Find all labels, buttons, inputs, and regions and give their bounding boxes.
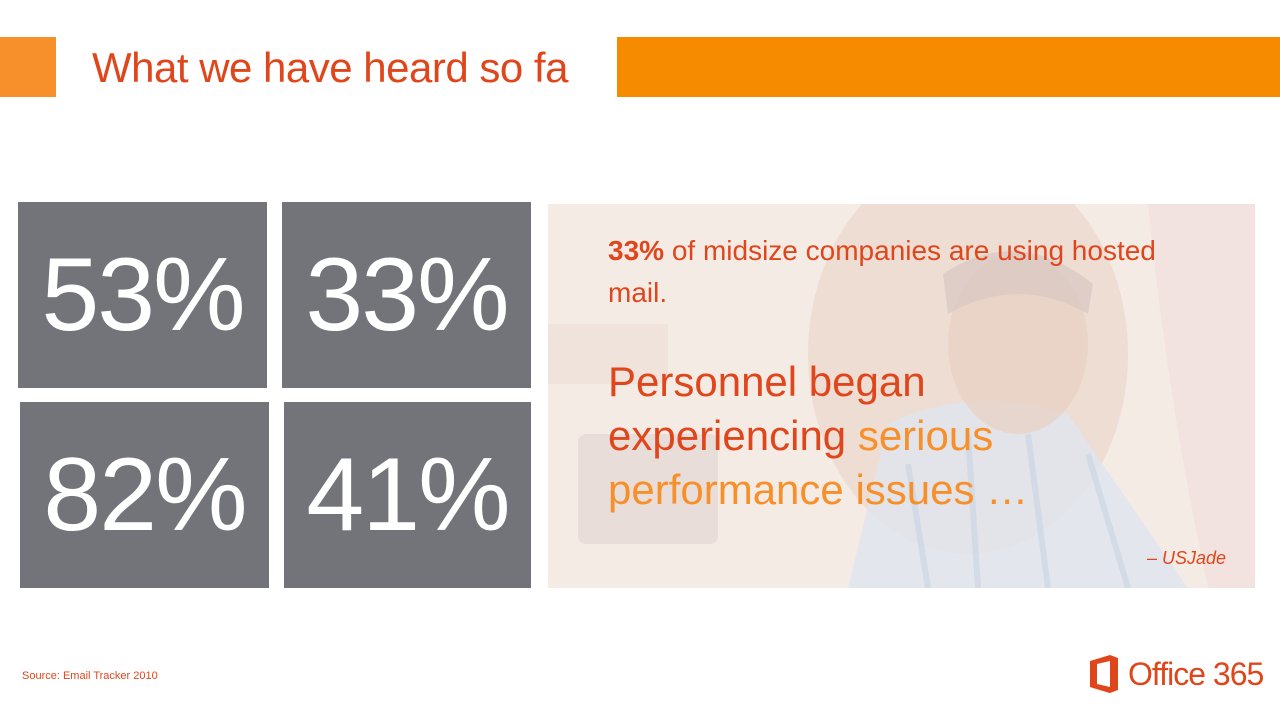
stat-tile-53: 53% [18, 202, 267, 388]
quote-text: Personnel began experiencing [608, 358, 926, 459]
quote-attribution: – USJade [1146, 548, 1226, 568]
quote-highlight: serious performance issues … [608, 412, 1029, 513]
stat-tile-33: 33% [282, 202, 531, 388]
logo-text: Office 365 [1128, 655, 1264, 692]
stat-callout-bold: 33% [608, 235, 665, 266]
source-note: Source: Email Tracker 2010 [22, 670, 158, 682]
office-logo: Office 365 [1088, 654, 1264, 694]
stat-tile-41: 41% [284, 402, 531, 588]
header-accent-bar-right [617, 37, 1280, 97]
stat-callout-text: of midsize companies are using hosted ma… [608, 235, 1156, 308]
customer-quote: Personnel began experiencing serious per… [608, 355, 1168, 517]
background-photo [548, 204, 1255, 588]
stat-tile-82: 82% [20, 402, 269, 588]
office-logo-icon [1090, 655, 1118, 693]
page-title: What we have heard so fa [92, 44, 568, 91]
header-accent-bar-left [0, 37, 56, 97]
photo-illustration [548, 204, 1255, 588]
stat-callout: 33% of midsize companies are using hoste… [608, 230, 1208, 314]
